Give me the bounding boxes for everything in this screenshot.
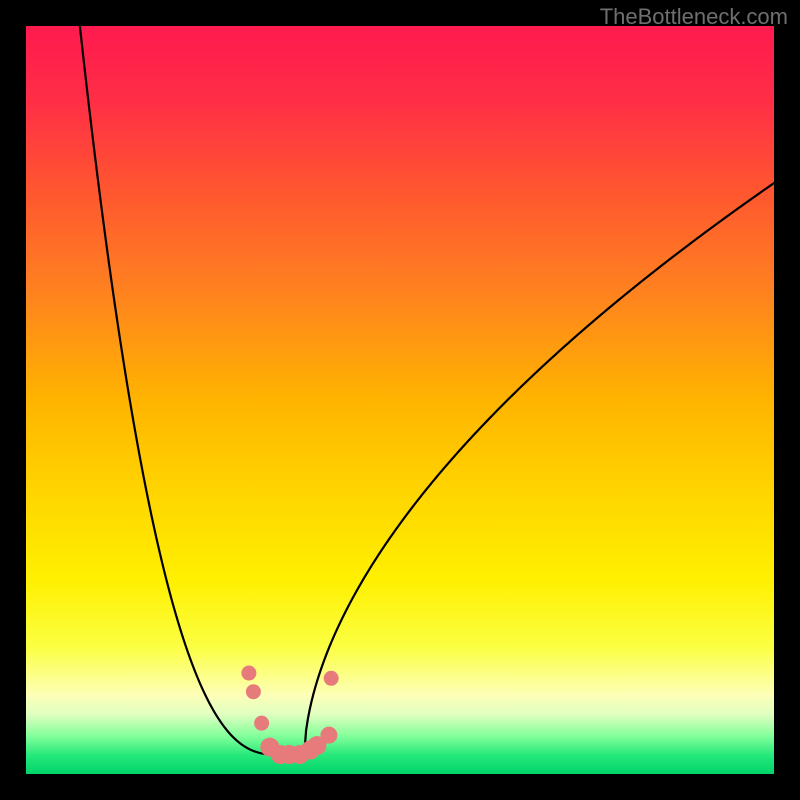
data-marker — [321, 727, 337, 743]
gradient-chart-svg — [26, 26, 774, 774]
watermark-text: TheBottleneck.com — [600, 4, 788, 30]
data-marker — [242, 666, 256, 680]
data-marker — [246, 685, 260, 699]
chart-frame: TheBottleneck.com — [0, 0, 800, 800]
plot-area — [26, 26, 774, 774]
data-marker — [255, 716, 269, 730]
data-marker — [324, 671, 338, 685]
gradient-background — [26, 26, 774, 774]
